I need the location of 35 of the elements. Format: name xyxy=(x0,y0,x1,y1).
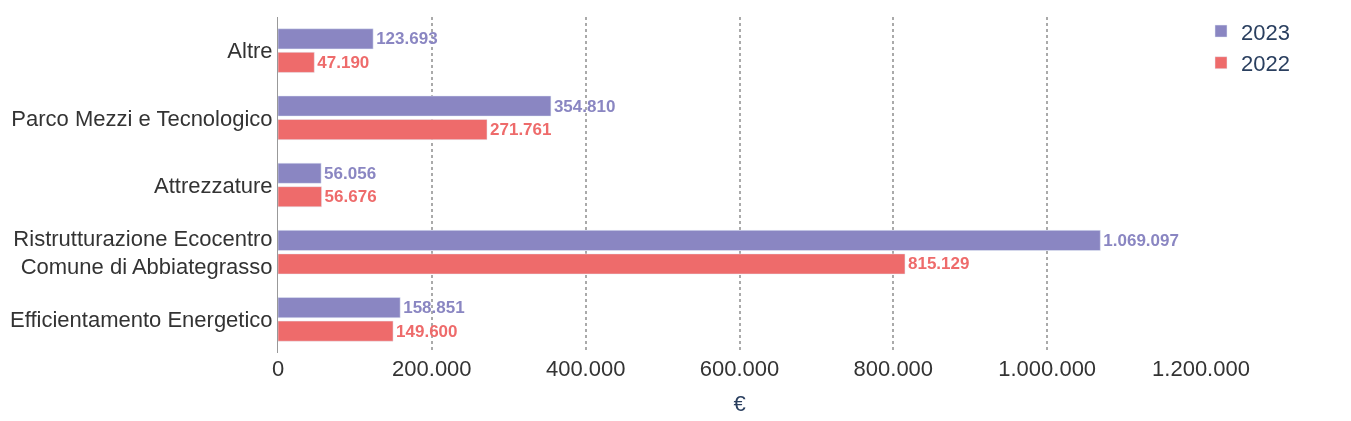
x-tick-label: 0 xyxy=(271,356,285,381)
y-tick-label: Efficientamento Energetico xyxy=(10,307,273,333)
legend-label: 2023 xyxy=(1241,19,1290,45)
bar xyxy=(278,95,552,117)
x-tick-label: 400.000 xyxy=(545,356,626,381)
bar xyxy=(278,253,906,275)
data-label: 149.600 xyxy=(396,321,458,341)
data-label: 56.056 xyxy=(324,163,377,183)
data-label: 158.851 xyxy=(403,298,465,318)
y-tick-label: Attrezzature xyxy=(153,172,273,198)
bar xyxy=(278,230,1101,251)
data-label: 47.190 xyxy=(317,52,370,72)
bar xyxy=(278,28,374,50)
data-label: 1.069.097 xyxy=(1103,230,1179,250)
data-label: 354.810 xyxy=(553,96,616,116)
x-tick-label: 600.000 xyxy=(699,356,780,381)
x-tick-label: 1.000.000 xyxy=(998,356,1097,381)
x-tick-label: 200.000 xyxy=(392,356,472,381)
data-label: 123.693 xyxy=(376,29,438,49)
y-tick-label: Parco Mezzi e Tecnologico xyxy=(11,105,273,131)
data-label: 815.129 xyxy=(907,254,970,274)
bar xyxy=(278,162,322,184)
data-label: 56.676 xyxy=(324,187,377,207)
x-tick-label: 800.000 xyxy=(853,356,934,381)
bar xyxy=(278,186,322,208)
bar xyxy=(278,297,401,318)
x-axis-title: € xyxy=(733,390,746,416)
data-label: 271.761 xyxy=(490,120,552,140)
bar xyxy=(278,52,315,73)
legend-label: 2022 xyxy=(1241,51,1290,77)
y-tick-label: Altre xyxy=(227,38,273,64)
bar xyxy=(278,320,394,342)
bar xyxy=(278,119,488,140)
x-tick-label: 1.200.000 xyxy=(1152,356,1250,381)
y-tick-label: Ristrutturazione Ecocentro Comune di Abbiategrasso xyxy=(13,225,273,280)
